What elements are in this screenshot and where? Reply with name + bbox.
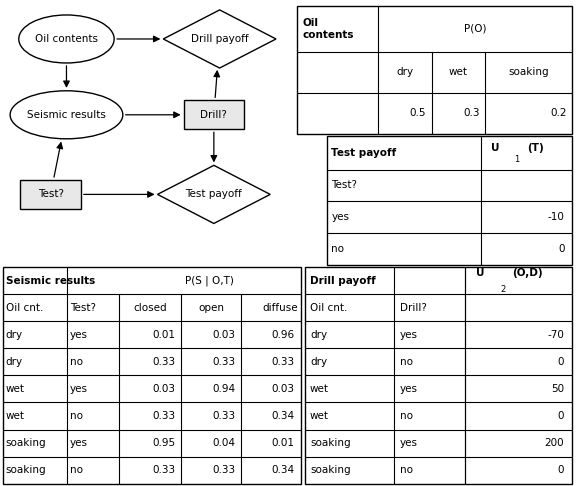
Text: 0.01: 0.01 (272, 438, 295, 448)
Text: 0.33: 0.33 (212, 357, 235, 367)
Text: Test?: Test? (332, 180, 357, 191)
Text: dry: dry (6, 357, 23, 367)
Text: 0.03: 0.03 (153, 384, 176, 394)
Text: wet: wet (6, 384, 25, 394)
Text: wet: wet (449, 67, 468, 77)
Text: closed: closed (134, 303, 167, 313)
Text: P(O): P(O) (464, 24, 486, 34)
Text: Test?: Test? (70, 303, 96, 313)
Text: 0.94: 0.94 (212, 384, 235, 394)
Text: Oil
contents: Oil contents (302, 18, 354, 40)
Text: 1: 1 (514, 155, 520, 164)
Text: Drill?: Drill? (201, 110, 227, 120)
Text: 0.01: 0.01 (153, 330, 176, 340)
Text: 0.34: 0.34 (272, 411, 295, 421)
Text: 0.95: 0.95 (153, 438, 176, 448)
Ellipse shape (19, 15, 114, 63)
Text: 0.03: 0.03 (212, 330, 235, 340)
Polygon shape (164, 10, 276, 68)
Text: Test?: Test? (38, 190, 64, 199)
Text: yes: yes (332, 212, 350, 222)
Text: soaking: soaking (310, 465, 351, 475)
Text: dry: dry (6, 330, 23, 340)
Text: 2: 2 (500, 285, 505, 294)
Text: yes: yes (399, 384, 418, 394)
Text: 0: 0 (558, 411, 564, 421)
Text: open: open (198, 303, 224, 313)
Text: no: no (70, 357, 83, 367)
Text: Drill?: Drill? (399, 303, 427, 313)
Text: (T): (T) (527, 143, 543, 153)
Bar (184, 100, 244, 129)
Ellipse shape (10, 91, 123, 139)
Text: 0.04: 0.04 (212, 438, 235, 448)
Text: wet: wet (6, 411, 25, 421)
Text: yes: yes (399, 330, 418, 340)
Text: Test payoff: Test payoff (186, 190, 242, 199)
Text: 0.33: 0.33 (153, 411, 176, 421)
Text: yes: yes (70, 384, 88, 394)
Text: dry: dry (310, 330, 327, 340)
Text: 0: 0 (558, 244, 565, 254)
Text: 0.33: 0.33 (212, 411, 235, 421)
Text: dry: dry (396, 67, 413, 77)
Text: -70: -70 (547, 330, 564, 340)
Text: 0.03: 0.03 (272, 384, 295, 394)
Text: diffuse: diffuse (262, 303, 298, 313)
Text: 0: 0 (558, 465, 564, 475)
Text: -10: -10 (548, 212, 565, 222)
Text: no: no (70, 465, 83, 475)
Text: U: U (476, 268, 484, 278)
Text: dry: dry (310, 357, 327, 367)
Text: P(S | O,T): P(S | O,T) (186, 276, 234, 286)
Text: 0: 0 (558, 357, 564, 367)
Text: 0.33: 0.33 (153, 465, 176, 475)
Text: soaking: soaking (310, 438, 351, 448)
Text: no: no (332, 244, 344, 254)
Text: soaking: soaking (6, 465, 46, 475)
Text: U: U (491, 143, 499, 153)
Text: wet: wet (310, 384, 329, 394)
Text: yes: yes (70, 438, 88, 448)
Text: Test payoff: Test payoff (332, 148, 397, 158)
Text: 0.33: 0.33 (272, 357, 295, 367)
Text: no: no (70, 411, 83, 421)
Text: (O,D): (O,D) (512, 268, 543, 278)
Text: Seismic results: Seismic results (27, 110, 106, 120)
Text: 0.96: 0.96 (272, 330, 295, 340)
Text: 50: 50 (551, 384, 564, 394)
Text: Oil cnt.: Oil cnt. (6, 303, 43, 313)
Text: yes: yes (399, 438, 418, 448)
Text: yes: yes (70, 330, 88, 340)
Text: 0.2: 0.2 (550, 108, 566, 118)
Text: 0.33: 0.33 (212, 465, 235, 475)
Text: no: no (399, 411, 413, 421)
Text: no: no (399, 357, 413, 367)
Text: wet: wet (310, 411, 329, 421)
Text: 200: 200 (544, 438, 564, 448)
Text: Drill payoff: Drill payoff (191, 34, 249, 44)
Text: Oil contents: Oil contents (35, 34, 98, 44)
Text: 0.33: 0.33 (153, 357, 176, 367)
Text: 0.34: 0.34 (272, 465, 295, 475)
Text: 0.3: 0.3 (464, 108, 480, 118)
Text: Oil cnt.: Oil cnt. (310, 303, 347, 313)
Text: soaking: soaking (509, 67, 549, 77)
Text: Drill payoff: Drill payoff (310, 276, 376, 286)
Polygon shape (157, 165, 271, 224)
Bar (20, 180, 81, 209)
Text: 0.5: 0.5 (410, 108, 426, 118)
Text: no: no (399, 465, 413, 475)
Text: soaking: soaking (6, 438, 46, 448)
Text: Seismic results: Seismic results (6, 276, 95, 286)
